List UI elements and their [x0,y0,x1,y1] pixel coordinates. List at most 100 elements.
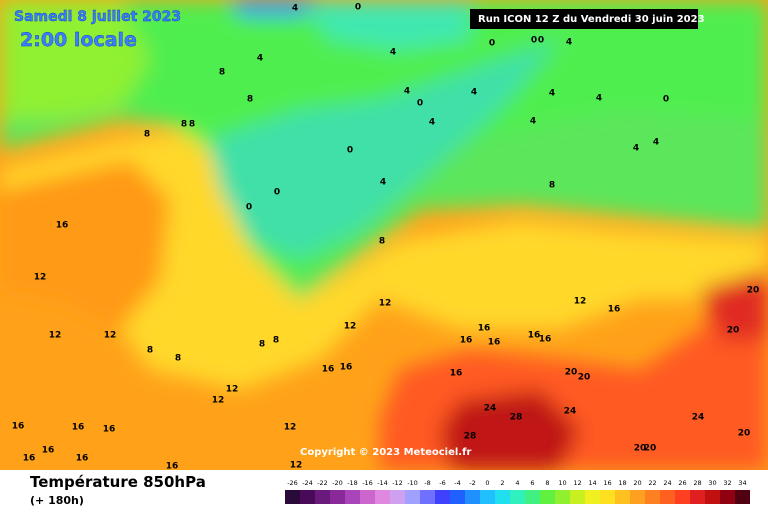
colorbar-swatch [360,490,375,504]
contour-label: 20 [738,429,751,439]
colorbar-label: 30 [708,479,716,487]
contour-label: 16 [56,221,69,231]
contour-label: 12 [49,331,62,341]
colorbar-label: -2 [469,479,475,487]
colorbar-label: 10 [558,479,566,487]
contour-label: 20 [644,444,657,454]
contour-label: 4 [633,144,639,154]
colorbar-label: -24 [302,479,313,487]
colorbar-label: 12 [573,479,581,487]
contour-label: 0 [246,203,252,213]
run-box [470,9,698,29]
colorbar-label: 16 [603,479,611,487]
colorbar-swatch [735,490,750,504]
contour-label: 24 [484,404,497,414]
colorbar-swatch [705,490,720,504]
contour-label: 12 [226,385,239,395]
colorbar-swatch [675,490,690,504]
contour-label: 0 [274,188,280,198]
contour-label: 8 [259,340,265,350]
contour-label: 16 [528,331,541,341]
contour-label: 0 [663,95,669,105]
contour-label: 16 [340,363,353,373]
contour-label: 12 [284,423,297,433]
colorbar-label: 6 [530,479,534,487]
contour-label: 12 [344,322,357,332]
contour-label: 16 [76,454,89,464]
colorbar-swatch [495,490,510,504]
colorbar-label: 26 [678,479,686,487]
colorbar-swatch [465,490,480,504]
contour-label: 16 [72,423,85,433]
contour-label: 8 [219,68,225,78]
colorbar-label: 4 [515,479,519,487]
contour-label: 8 [181,120,187,130]
contour-label: 4 [471,88,477,98]
contour-label: 4 [530,117,536,127]
contour-label: 12 [212,396,225,406]
colorbar-label: 32 [723,479,731,487]
valid-time: 2:00 locale [20,29,137,51]
colorbar-swatch [375,490,390,504]
contour-label: 20 [578,373,591,383]
colorbar-swatch [615,490,630,504]
colorbar-label: -12 [392,479,403,487]
run-info: Run ICON 12 Z du Vendredi 30 juin 2023 [478,14,705,25]
colorbar-swatch [390,490,405,504]
contour-label: 12 [34,273,47,283]
contour-label: 8 [189,120,195,130]
colorbar-swatch [330,490,345,504]
colorbar-label: 22 [648,479,656,487]
colorbar-swatch [300,490,315,504]
colorbar-label: -16 [362,479,373,487]
contour-label: 8 [175,354,181,364]
colorbar-swatch [525,490,540,504]
contour-label: 0 [489,39,495,49]
colorbar-label: -4 [454,479,460,487]
colorbar-label: 0 [485,479,489,487]
contour-label: 16 [488,338,501,348]
colorbar-swatch [420,490,435,504]
contour-label: 8 [273,336,279,346]
contour-label: 16 [460,336,473,346]
colorbar-label: 24 [663,479,671,487]
colorbar-label: 2 [500,479,504,487]
contour-label: 24 [564,407,577,417]
contour-label: 4 [380,178,386,188]
colorbar-label: 18 [618,479,626,487]
colorbar-swatch [510,490,525,504]
colorbar-swatch [630,490,645,504]
contour-label: 8 [247,95,253,105]
contour-label: 0 [347,146,353,156]
colorbar-swatch [555,490,570,504]
contour-label: 24 [692,413,705,423]
contour-label: 12 [290,461,303,471]
colorbar-label: -6 [439,479,445,487]
colorbar-swatch [315,490,330,504]
colorbar-swatch [645,490,660,504]
contour-label: 12 [104,331,117,341]
contour-label: 28 [510,413,523,423]
footer-title: Température 850hPa [30,473,206,491]
colorbar-swatch [720,490,735,504]
colorbar-label: -14 [377,479,388,487]
contour-label: 16 [103,425,116,435]
contour-label: 16 [539,335,552,345]
colorbar-swatch [285,490,300,504]
contour-label: 16 [42,446,55,456]
contour-label: 12 [574,297,587,307]
contour-label: 20 [747,286,760,296]
colorbar-label: -22 [317,479,328,487]
footer-lead: (+ 180h) [30,494,84,507]
contour-label: 28 [464,432,477,442]
colorbar-swatch [660,490,675,504]
contour-label: 4 [429,118,435,128]
contour-label: 0 [417,99,423,109]
colorbar-swatch [450,490,465,504]
colorbar-swatch [570,490,585,504]
contour-label: 0 [531,36,537,46]
contour-label: 4 [257,54,263,64]
contour-label: 8 [379,237,385,247]
